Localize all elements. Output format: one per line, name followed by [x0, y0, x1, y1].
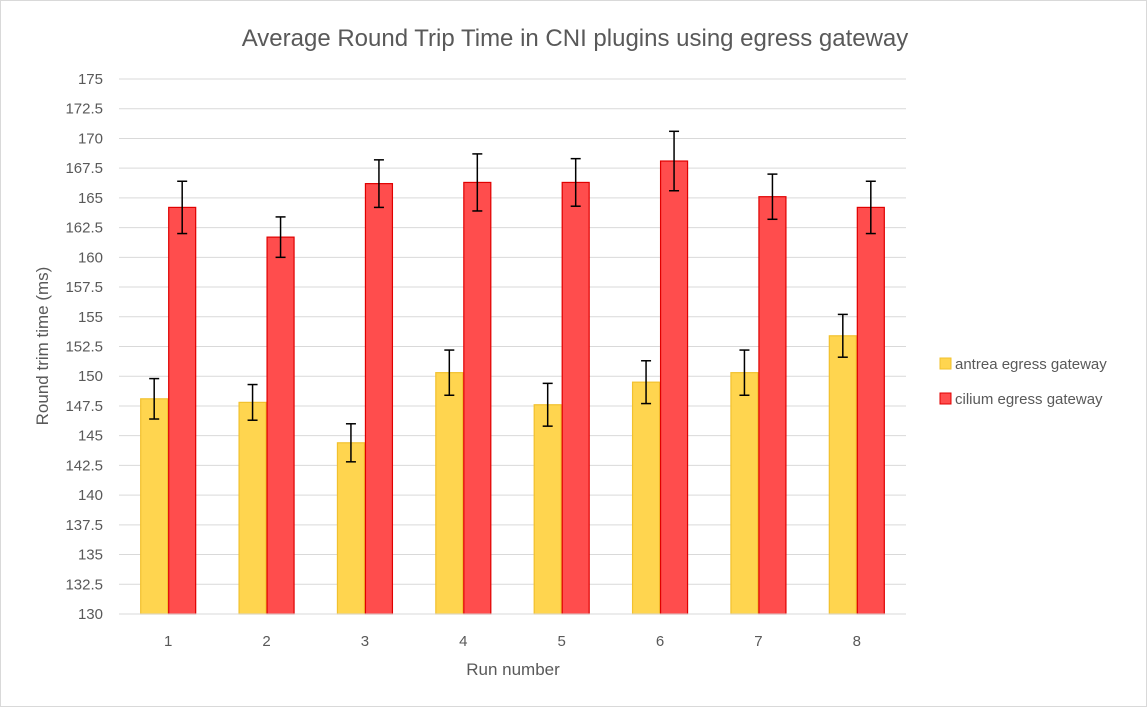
bar-antrea	[435, 372, 464, 615]
error-bar	[149, 377, 160, 420]
legend-swatch	[939, 392, 952, 405]
y-axis-ticks: 130 132.5 135 137.5 140 142.5 145 147.5 150 152.5…	[65, 71, 103, 623]
y-tick-label: 140	[78, 487, 103, 504]
error-bar	[472, 153, 483, 212]
y-tick-label: 147.5	[65, 398, 103, 415]
y-tick-label: 145	[78, 428, 103, 445]
bar-antrea	[828, 335, 857, 615]
chart-title: Average Round Trip Time in CNI plugins u…	[242, 25, 909, 52]
y-tick-label: 135	[78, 547, 103, 564]
bar-cilium	[856, 206, 885, 615]
y-axis-title: Round trim time (ms)	[33, 267, 52, 426]
error-bar	[837, 313, 848, 358]
legend-label: antrea egress gateway	[955, 356, 1107, 373]
x-axis-ticks: 1 2 3 4 5 6 7 8	[164, 633, 861, 650]
error-bar	[345, 423, 356, 463]
bars	[140, 160, 885, 615]
y-tick-label: 167.5	[65, 160, 103, 177]
error-bar	[373, 159, 384, 209]
x-tick-label: 8	[853, 633, 861, 650]
error-bar	[275, 216, 286, 259]
error-bar	[444, 349, 455, 396]
x-tick-label: 2	[262, 633, 270, 650]
y-tick-label: 175	[78, 71, 103, 88]
bar-cilium	[168, 206, 197, 615]
bar-cilium	[659, 160, 689, 615]
x-tick-label: 7	[754, 633, 762, 650]
x-tick-label: 1	[164, 633, 172, 650]
error-bars	[149, 130, 876, 463]
bar-cilium	[364, 183, 394, 615]
error-bar	[865, 180, 876, 235]
y-tick-label: 162.5	[65, 220, 103, 237]
error-bar	[767, 173, 778, 221]
x-tick-label: 4	[459, 633, 467, 650]
y-tick-label: 170	[78, 130, 103, 147]
y-tick-label: 160	[78, 249, 103, 266]
bar-antrea	[238, 401, 267, 615]
gridlines	[119, 78, 906, 585]
error-bar	[247, 383, 258, 421]
bar-antrea	[140, 398, 169, 615]
bar-antrea	[533, 404, 562, 615]
legend: antrea egress gateway cilium egress gatew…	[939, 356, 1107, 408]
bar-antrea	[336, 442, 366, 615]
y-tick-label: 142.5	[65, 457, 103, 474]
y-tick-label: 155	[78, 309, 103, 326]
y-tick-label: 132.5	[65, 576, 103, 593]
legend-label: cilium egress gateway	[955, 391, 1103, 408]
error-bar	[570, 157, 581, 207]
y-tick-label: 157.5	[65, 279, 103, 296]
y-tick-label: 165	[78, 190, 103, 207]
error-bar	[542, 382, 553, 427]
x-tick-label: 3	[361, 633, 369, 650]
bar-antrea	[730, 372, 759, 615]
x-tick-label: 5	[558, 633, 566, 650]
error-bar	[177, 180, 188, 235]
x-tick-label: 6	[656, 633, 664, 650]
bar-cilium	[758, 196, 787, 615]
bar-cilium	[561, 181, 590, 615]
bar-cilium	[463, 181, 492, 615]
y-tick-label: 130	[78, 606, 103, 623]
y-tick-label: 152.5	[65, 339, 103, 356]
y-tick-label: 137.5	[65, 517, 103, 534]
y-tick-label: 150	[78, 368, 103, 385]
y-tick-label: 172.5	[65, 101, 103, 118]
error-bar	[641, 360, 652, 405]
error-bar	[669, 130, 680, 192]
error-bar	[739, 349, 750, 396]
bar-antrea	[631, 381, 661, 615]
bar-cilium	[266, 236, 295, 615]
x-axis-title: Run number	[466, 660, 560, 679]
legend-swatch	[939, 357, 952, 370]
